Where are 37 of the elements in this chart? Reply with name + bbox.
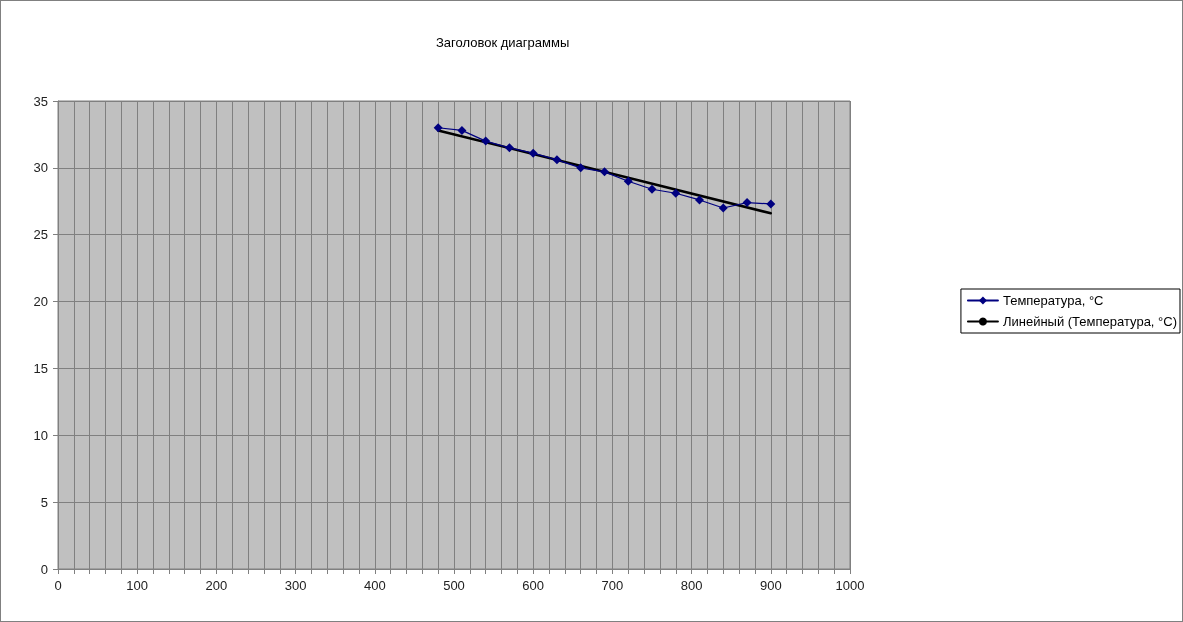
point [576, 163, 586, 173]
x-tick-label: 0 [54, 578, 62, 593]
y-tick-label: 20 [33, 294, 48, 310]
x-tick-label: 200 [205, 578, 228, 593]
y-tick-label: 5 [40, 494, 48, 510]
y-tick-label: 30 [33, 160, 48, 176]
y-tick-label: 35 [33, 93, 48, 109]
chart-title: Заголовок диаграммы [436, 35, 570, 50]
x-tick-label: 800 [680, 578, 703, 593]
point [504, 143, 514, 153]
point [481, 136, 491, 146]
x-tick-label: 700 [601, 578, 624, 593]
point [528, 148, 538, 158]
point [766, 199, 776, 209]
y-tick-label: 10 [33, 427, 48, 443]
legend-label: Линейный (Температура, °C) [1002, 314, 1178, 329]
y-tick-label: 0 [40, 561, 48, 577]
point [623, 176, 633, 186]
point [647, 184, 657, 194]
point [433, 123, 443, 133]
x-tick-label: 400 [363, 578, 386, 593]
x-tick-label: 300 [284, 578, 307, 593]
x-tick-label: 900 [759, 578, 782, 593]
x-tick-label: 100 [126, 578, 149, 593]
point [718, 203, 728, 213]
y-tick-label: 15 [33, 360, 48, 376]
point [457, 125, 467, 135]
x-tick-label: 1000 [835, 578, 865, 593]
point [742, 198, 752, 208]
point [671, 188, 681, 198]
point [599, 167, 609, 177]
x-tick-label: 600 [522, 578, 545, 593]
x-tick-label: 500 [443, 578, 465, 593]
point [552, 155, 562, 165]
point [695, 195, 705, 205]
y-tick-label: 25 [33, 227, 48, 243]
legend-label: Температура, °C [1002, 293, 1104, 308]
